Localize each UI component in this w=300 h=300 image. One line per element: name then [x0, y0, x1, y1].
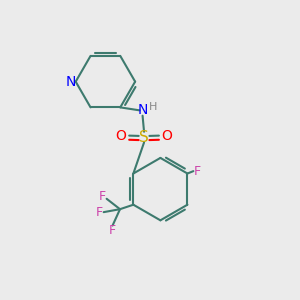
Text: F: F: [194, 165, 200, 178]
Text: O: O: [116, 129, 127, 142]
Text: F: F: [99, 190, 106, 203]
Text: N: N: [65, 75, 76, 88]
Text: H: H: [149, 102, 157, 112]
Text: F: F: [96, 206, 103, 219]
Text: F: F: [109, 224, 116, 237]
Text: O: O: [161, 129, 172, 142]
Text: N: N: [137, 103, 148, 117]
Text: S: S: [139, 130, 149, 145]
